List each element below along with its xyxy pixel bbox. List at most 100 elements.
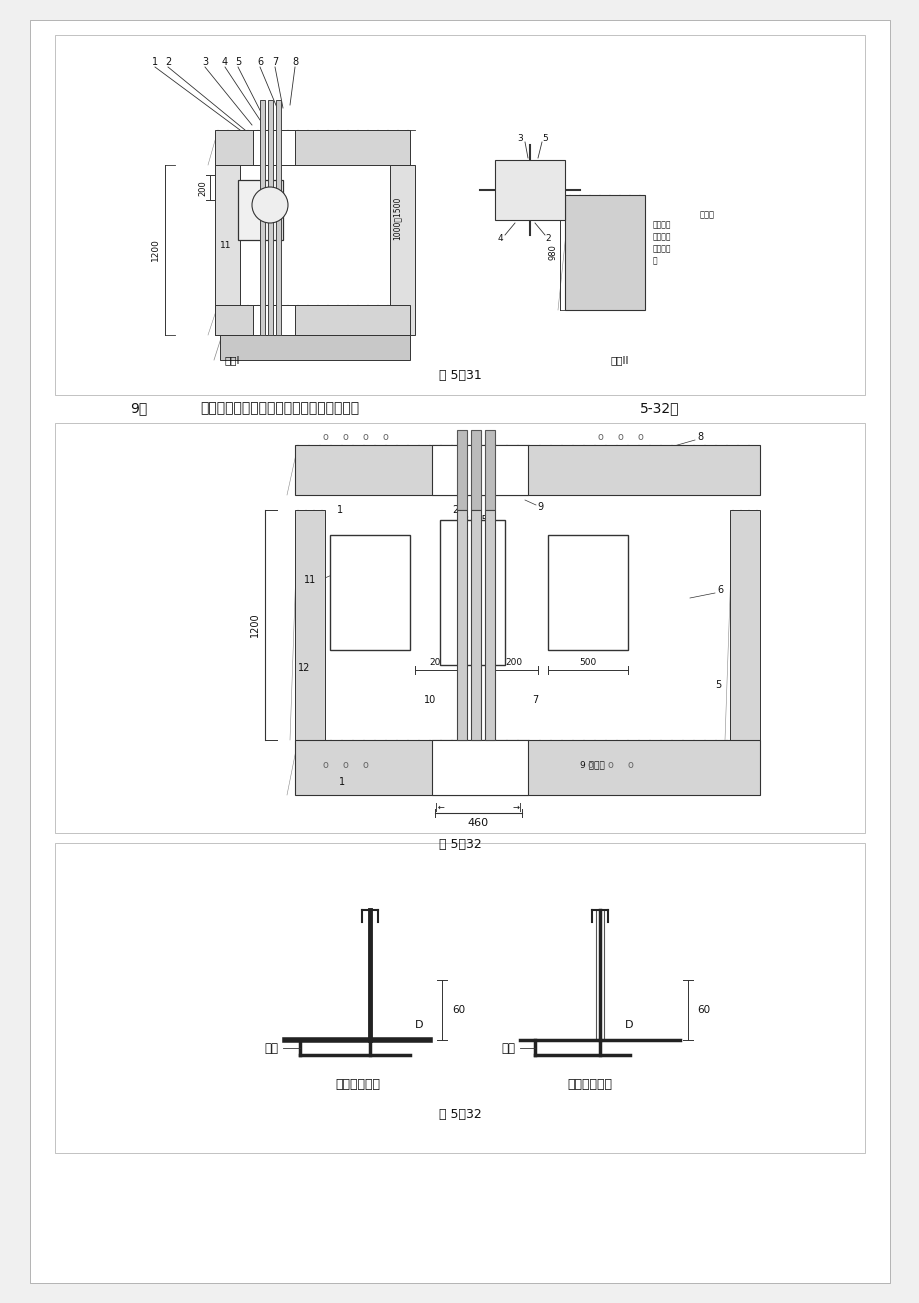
Text: 图 5－32: 图 5－32 — [438, 839, 481, 851]
Bar — [215, 305, 410, 335]
Text: 4: 4 — [496, 233, 503, 242]
Text: 9: 9 — [537, 502, 542, 512]
Text: o: o — [362, 760, 368, 770]
Text: 980: 980 — [548, 244, 557, 259]
Text: 3 4 5: 3 4 5 — [462, 515, 487, 525]
Text: 1000～1500: 1000～1500 — [392, 197, 401, 240]
Bar — [439, 520, 505, 665]
Text: A: A — [256, 205, 263, 215]
Text: 2: 2 — [165, 57, 171, 66]
Bar — [295, 446, 759, 495]
Bar — [471, 509, 481, 740]
Text: D: D — [624, 1020, 633, 1029]
Text: o: o — [607, 760, 612, 770]
Text: 200: 200 — [199, 180, 208, 195]
Text: o: o — [586, 760, 592, 770]
Text: 隔防火板: 隔防火板 — [652, 232, 671, 241]
Bar — [432, 446, 528, 495]
Text: 9 防水台: 9 防水台 — [579, 761, 604, 770]
Bar — [253, 130, 295, 165]
Text: o: o — [342, 433, 347, 442]
Text: 焊接: 焊接 — [501, 1041, 515, 1054]
Text: o: o — [596, 433, 602, 442]
Bar — [55, 843, 864, 1153]
Text: o: o — [636, 433, 642, 442]
Text: o: o — [381, 433, 388, 442]
Text: 1: 1 — [152, 57, 158, 66]
Bar — [471, 430, 481, 509]
Bar — [432, 740, 528, 795]
Text: 6: 6 — [716, 585, 722, 595]
Text: 电气竖井内封闭式母线与配电箱的安装见图: 电气竖井内封闭式母线与配电箱的安装见图 — [199, 401, 358, 414]
Text: 5: 5 — [541, 133, 548, 142]
Bar — [267, 100, 273, 335]
Text: 5-32。: 5-32。 — [640, 401, 679, 414]
Bar — [484, 509, 494, 740]
Text: 2: 2 — [545, 233, 550, 242]
Text: 方案II: 方案II — [610, 354, 629, 365]
Text: 500: 500 — [579, 658, 596, 667]
Text: 1: 1 — [338, 777, 345, 787]
Text: 样或石棉: 样或石棉 — [652, 245, 671, 254]
Text: 焊接: 焊接 — [264, 1041, 278, 1054]
Bar — [55, 35, 864, 395]
Bar — [295, 740, 759, 795]
Text: 8: 8 — [291, 57, 298, 66]
Bar — [276, 100, 280, 335]
Text: 5: 5 — [714, 680, 720, 691]
Text: 圆钢接地干线: 圆钢接地干线 — [567, 1079, 612, 1092]
Bar — [457, 430, 467, 509]
Text: o: o — [617, 433, 622, 442]
Text: 3: 3 — [516, 133, 522, 142]
Text: 60: 60 — [451, 1005, 465, 1015]
Text: 方案I: 方案I — [224, 354, 240, 365]
Text: ω: ω — [583, 577, 592, 586]
Text: 6: 6 — [256, 57, 263, 66]
Text: 扁钢接地干线: 扁钢接地干线 — [335, 1079, 380, 1092]
Text: 9、: 9、 — [130, 401, 147, 414]
Text: 1: 1 — [336, 506, 343, 515]
Circle shape — [252, 188, 288, 223]
Text: 7: 7 — [272, 57, 278, 66]
Bar — [253, 305, 295, 335]
Text: 1200: 1200 — [151, 238, 159, 262]
Text: 3: 3 — [201, 57, 208, 66]
Text: 板: 板 — [652, 257, 657, 266]
Text: D: D — [414, 1020, 423, 1029]
Text: o: o — [362, 433, 368, 442]
Bar — [215, 130, 410, 165]
Bar — [564, 195, 644, 310]
Bar — [494, 160, 564, 220]
Text: 300: 300 — [247, 208, 263, 218]
Bar — [220, 335, 410, 360]
Bar — [295, 509, 324, 740]
Text: 窗口内衬: 窗口内衬 — [652, 220, 671, 229]
Text: 5: 5 — [234, 57, 241, 66]
Text: 200: 200 — [429, 658, 446, 667]
Bar — [55, 423, 864, 833]
Bar — [215, 165, 240, 335]
Text: 8: 8 — [697, 433, 702, 442]
Bar — [390, 165, 414, 335]
Bar — [548, 536, 628, 650]
Text: 11: 11 — [303, 575, 316, 585]
Text: 混凝土: 混凝土 — [699, 211, 714, 219]
Text: 4: 4 — [221, 57, 228, 66]
Text: 1200: 1200 — [250, 612, 260, 637]
Text: 图 5－32: 图 5－32 — [438, 1109, 481, 1122]
Bar — [260, 100, 265, 335]
Text: 460: 460 — [467, 818, 488, 827]
Text: 200: 200 — [505, 658, 522, 667]
Bar — [330, 536, 410, 650]
Text: 12: 12 — [298, 663, 310, 674]
Bar — [457, 509, 467, 740]
Text: 图 5－31: 图 5－31 — [438, 369, 481, 382]
Bar — [484, 430, 494, 509]
Text: o: o — [322, 433, 327, 442]
Text: ω: ω — [365, 577, 374, 586]
Text: 11: 11 — [220, 241, 232, 249]
Text: 2: 2 — [451, 506, 458, 515]
Text: |←: |← — [435, 803, 445, 812]
Text: →|: →| — [512, 803, 521, 812]
Text: 60: 60 — [697, 1005, 709, 1015]
